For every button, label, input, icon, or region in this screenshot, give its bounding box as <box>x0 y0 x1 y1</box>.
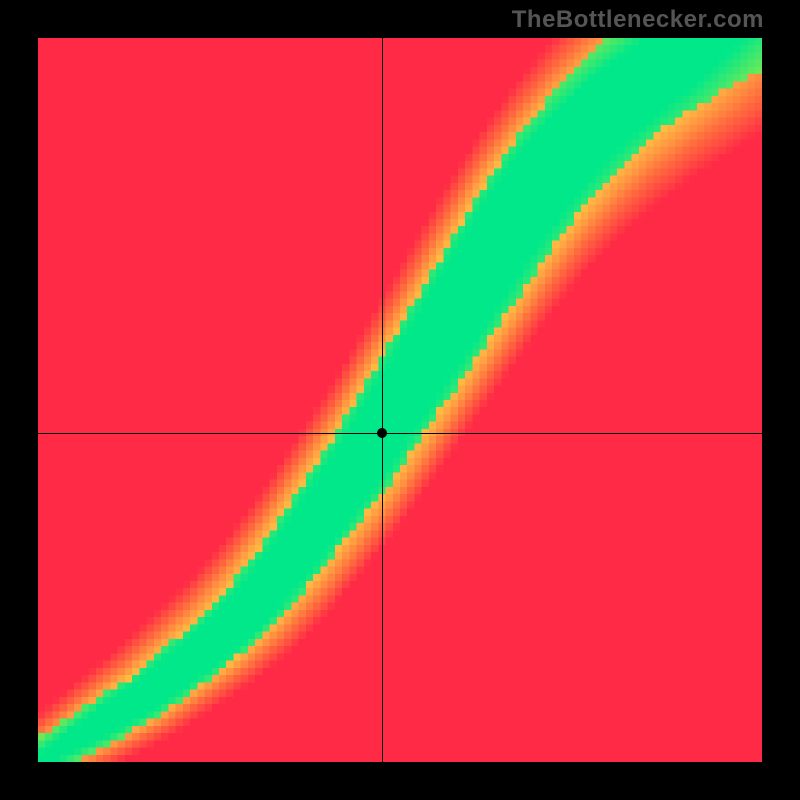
frame-right <box>762 0 800 800</box>
watermark-text: TheBottlenecker.com <box>512 6 764 34</box>
frame-left <box>0 0 38 800</box>
crosshair-vertical <box>382 38 383 762</box>
frame-bottom <box>0 762 800 800</box>
crosshair-horizontal <box>38 433 762 434</box>
bottleneck-heatmap <box>38 38 762 762</box>
crosshair-marker <box>377 428 387 438</box>
